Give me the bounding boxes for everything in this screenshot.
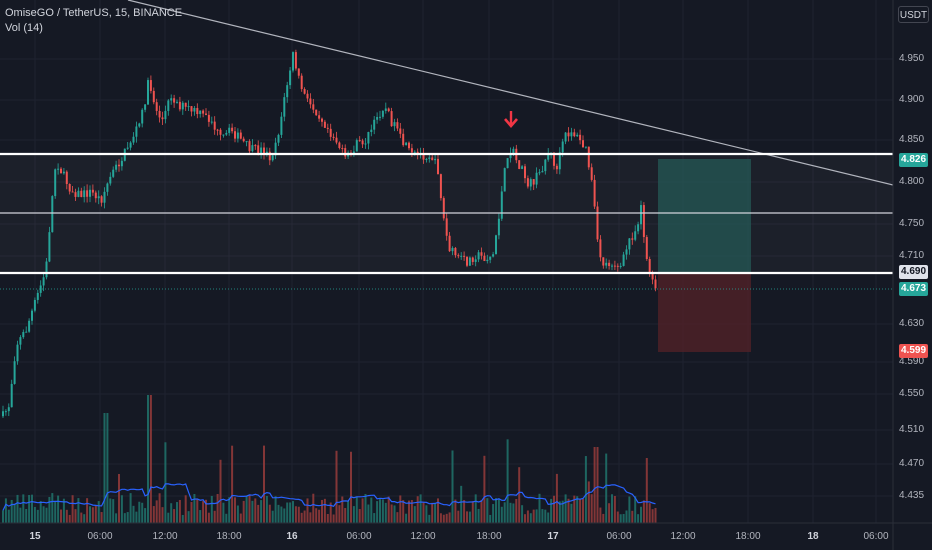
- time-label: 06:00: [606, 531, 632, 542]
- time-label: 18:00: [476, 531, 502, 542]
- price-label: 4.900: [899, 94, 925, 105]
- price-label: 4.750: [899, 218, 925, 229]
- target-price-tag: 4.826: [899, 153, 928, 167]
- price-label: 4.435: [899, 490, 925, 501]
- price-label: 4.550: [899, 388, 925, 399]
- price-label: 4.510: [899, 424, 925, 435]
- time-label: 18: [807, 531, 819, 542]
- price-label: 4.710: [899, 250, 925, 261]
- stop-price-tag: 4.599: [899, 344, 928, 358]
- symbol-title[interactable]: OmiseGO / TetherUS, 15, BINANCE: [5, 7, 183, 19]
- grid-lines: [0, 0, 893, 523]
- price-label: 4.630: [899, 318, 925, 329]
- price-label: 4.950: [899, 53, 925, 64]
- time-label: 18:00: [216, 531, 242, 542]
- resistance-price-tag: 4.690: [899, 265, 928, 279]
- last-price-tag: 4.673: [899, 282, 928, 296]
- time-label: 06:00: [863, 531, 889, 542]
- time-label: 06:00: [346, 531, 372, 542]
- time-label: 06:00: [87, 531, 113, 542]
- volume-indicator-title[interactable]: Vol (14): [5, 22, 43, 34]
- chart-legend: OmiseGO / TetherUS, 15, BINANCE Vol (14): [5, 6, 182, 36]
- volume-ma-line: [2, 483, 656, 511]
- volume-bars: [2, 395, 657, 523]
- target-zone[interactable]: [658, 159, 751, 273]
- time-label: 12:00: [410, 531, 436, 542]
- time-label: 12:00: [152, 531, 178, 542]
- price-label: 4.590: [899, 356, 925, 367]
- price-label: 4.470: [899, 458, 925, 469]
- time-label: 17: [547, 531, 559, 542]
- price-label: 4.850: [899, 134, 925, 145]
- time-label: 18:00: [735, 531, 761, 542]
- time-label: 16: [286, 531, 298, 542]
- down-arrow-icon: [504, 111, 518, 128]
- candlesticks: [2, 49, 657, 418]
- time-label: 15: [29, 531, 41, 542]
- stop-zone[interactable]: [658, 273, 751, 352]
- currency-button[interactable]: USDT: [898, 6, 929, 23]
- time-label: 12:00: [670, 531, 696, 542]
- price-label: 4.800: [899, 176, 925, 187]
